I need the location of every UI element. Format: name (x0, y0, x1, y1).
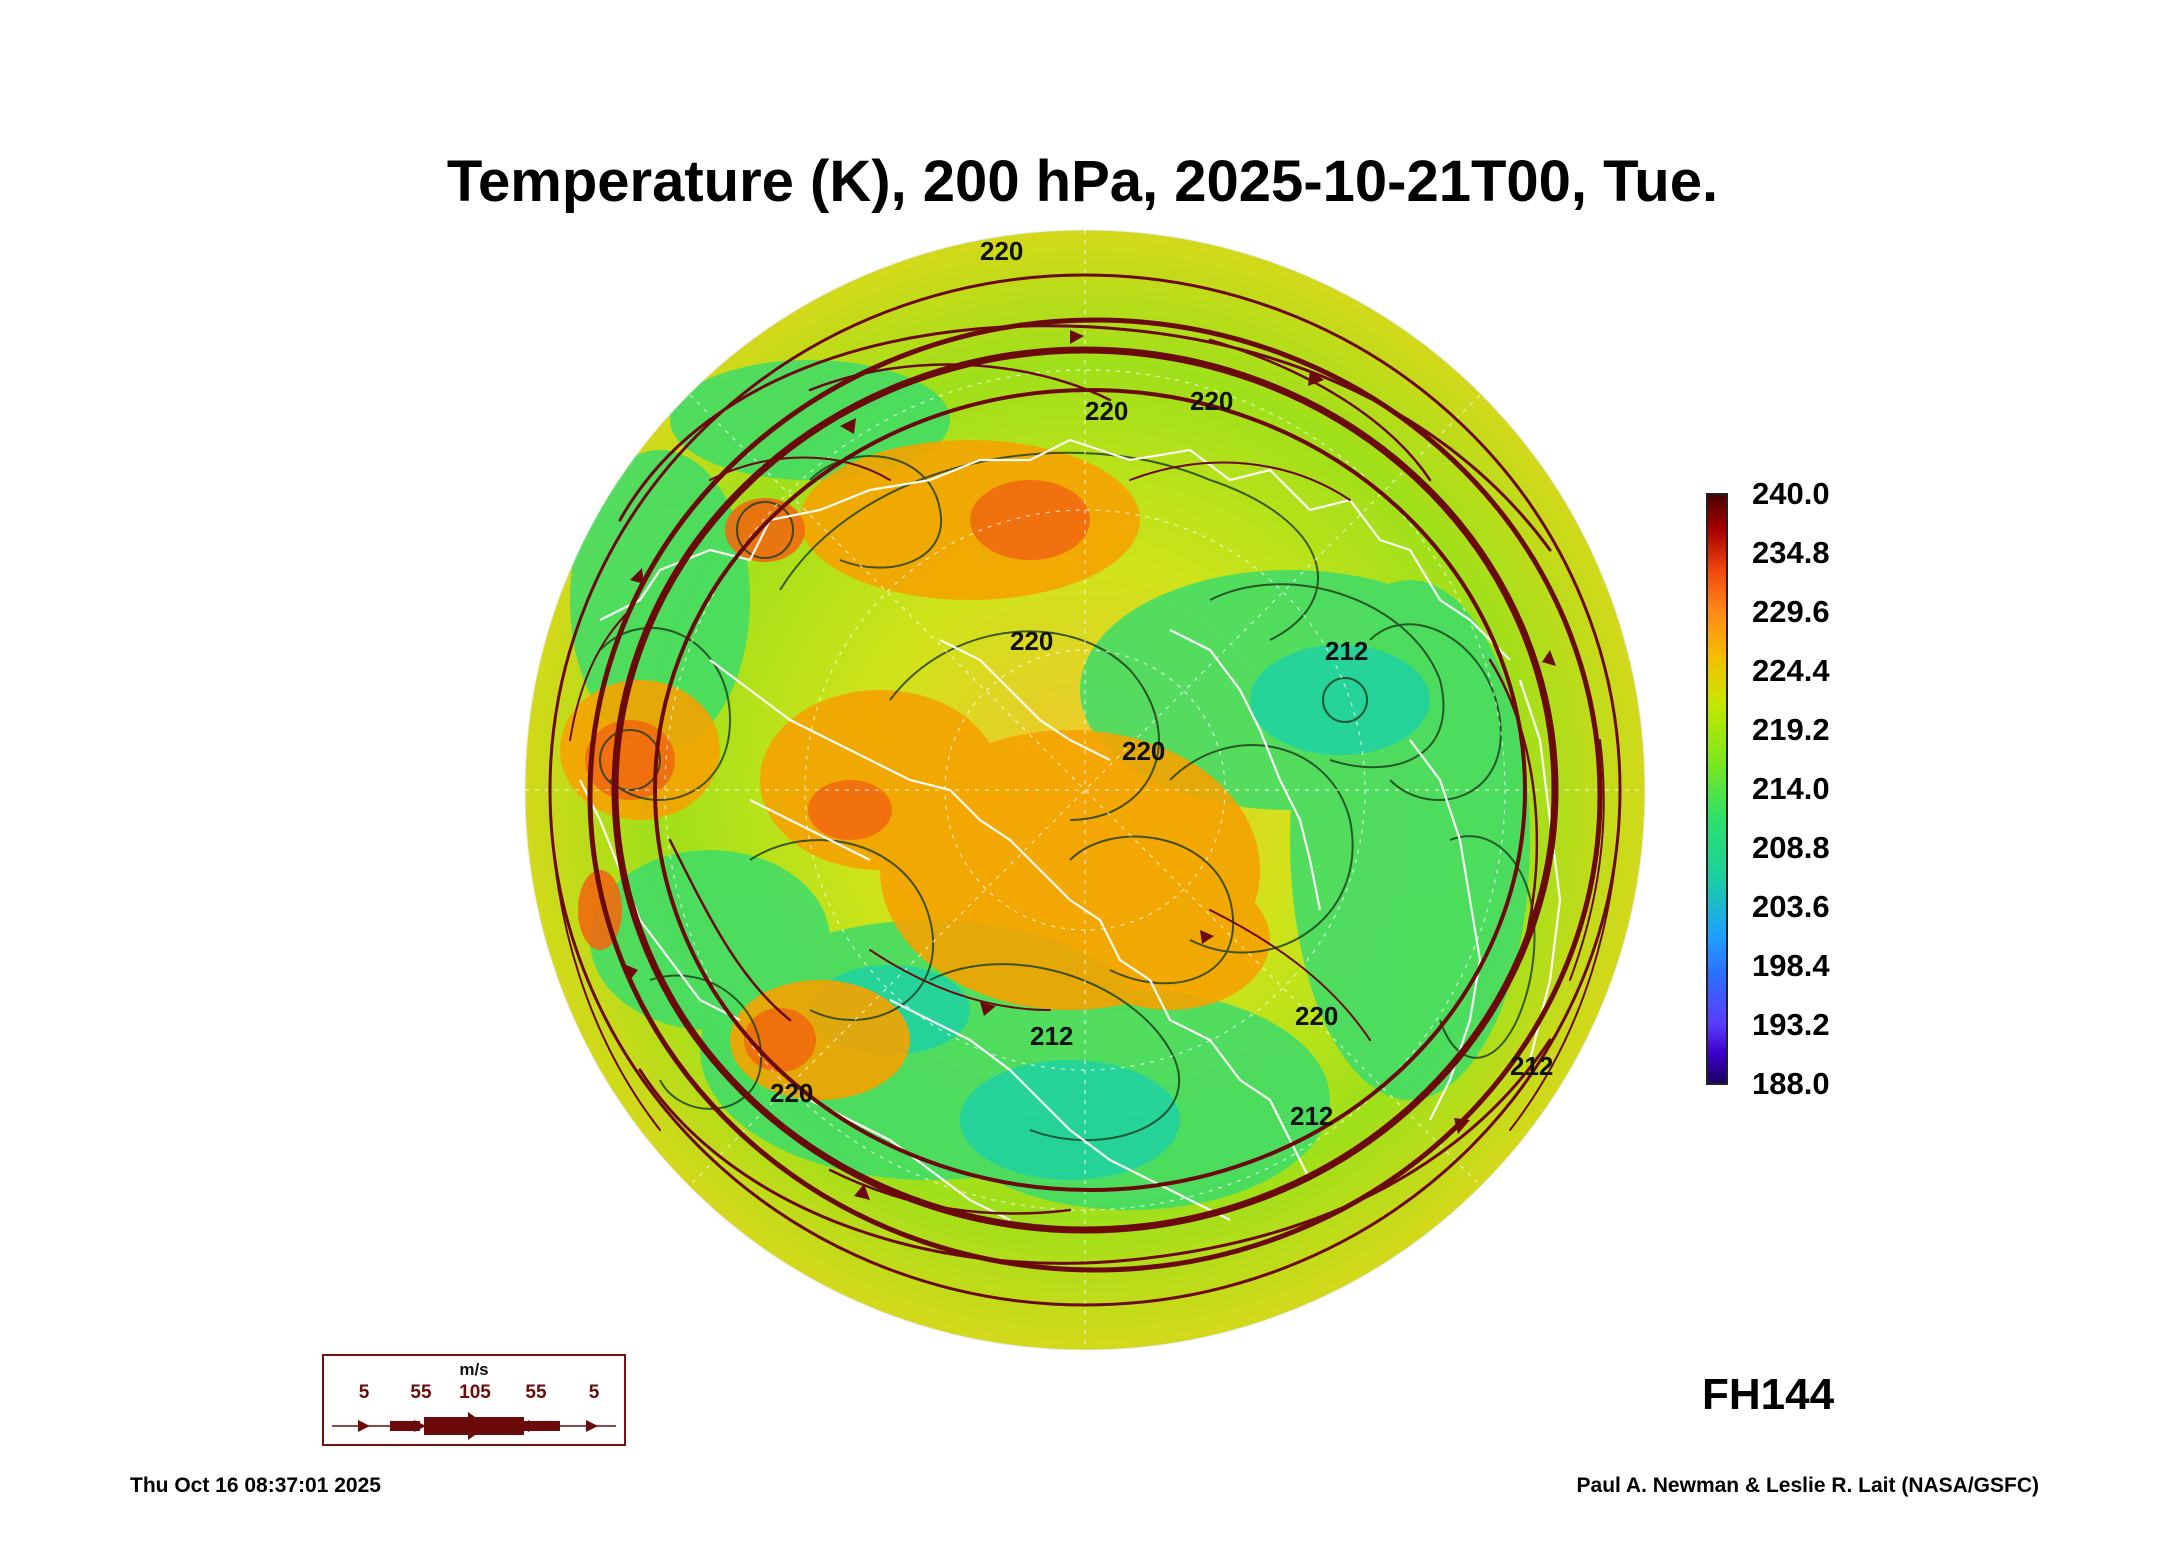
streamline-arrows (624, 330, 1556, 1200)
forecast-hour-label: FH144 (1702, 1370, 1835, 1419)
contour-label: 220 (770, 1078, 813, 1108)
wind-legend-value: 55 (525, 1382, 547, 1403)
wind-legend-value: 5 (358, 1382, 370, 1403)
contour-label: 220 (1270, 236, 1313, 266)
contour-label: 220 (1190, 386, 1233, 416)
contour-label: 212 (1510, 1051, 1553, 1081)
wind-legend-value: 5 (588, 1382, 600, 1403)
wind-speed-legend: m/s 5 55 105 55 5 (322, 1354, 626, 1446)
colorbar-label: 193.2 (1752, 1007, 1830, 1042)
contour-labels: 220 220 220 220 220 220 220 212 212 212 … (770, 236, 1553, 1131)
contour-label: 212 (1030, 1021, 1073, 1051)
contour-label: 212 (1290, 1101, 1333, 1131)
colorbar-label: 234.8 (1752, 535, 1830, 570)
lat-lon-grid (525, 230, 1645, 1350)
map-title: Temperature (K), 200 hPa, 2025-10-21T00,… (446, 149, 1719, 214)
contour-label: 220 (1122, 736, 1165, 766)
colorbar-label: 219.2 (1752, 712, 1830, 747)
contour-label: 220 (1010, 626, 1053, 656)
contour-label: 212 (1325, 636, 1368, 666)
colorbar-label: 240.0 (1752, 476, 1830, 511)
wind-streamlines (548, 273, 1622, 1307)
wind-legend-unit: m/s (459, 1360, 489, 1379)
wind-legend-value: 105 (459, 1382, 491, 1403)
polar-temperature-map: 220 220 220 220 220 220 220 212 212 212 … (510, 220, 1660, 1360)
contour-label: 220 (1085, 396, 1128, 426)
wind-legend-arrow (332, 1412, 616, 1440)
colorbar-label: 224.4 (1752, 653, 1830, 688)
wind-legend-value: 55 (410, 1382, 432, 1403)
generation-timestamp: Thu Oct 16 08:37:01 2025 (130, 1474, 381, 1497)
colorbar-label: 188.0 (1752, 1066, 1830, 1101)
author-credit: Paul A. Newman & Leslie R. Lait (NASA/GS… (1576, 1474, 2039, 1497)
contour-label: 220 (980, 236, 1023, 266)
contour-label: 220 (1295, 1001, 1338, 1031)
colorbar-label: 229.6 (1752, 594, 1830, 629)
colorbar-label: 208.8 (1752, 830, 1830, 865)
colorbar-label: 203.6 (1752, 889, 1830, 924)
colorbar-label: 214.0 (1752, 771, 1830, 806)
colorbar (1706, 493, 1728, 1085)
colorbar-label: 198.4 (1752, 948, 1830, 983)
